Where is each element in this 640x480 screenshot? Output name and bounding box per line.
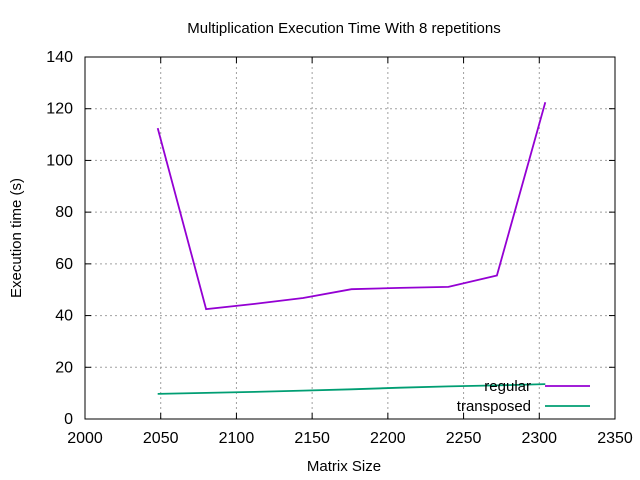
y-axis-label: Execution time (s) [8, 178, 25, 298]
x-tick-label: 2300 [521, 430, 557, 447]
x-tick-label: 2000 [67, 430, 103, 447]
y-tick-label: 60 [55, 256, 73, 273]
grid-lines [85, 57, 615, 419]
y-tick-label: 120 [46, 101, 73, 118]
x-tick-label: 2250 [446, 430, 482, 447]
y-tick-label: 40 [55, 308, 73, 325]
series-layer [156, 102, 547, 395]
y-tick-label: 100 [46, 152, 73, 169]
y-tick-label: 80 [55, 204, 73, 221]
x-axis-label: Matrix Size [307, 458, 381, 475]
chart-title: Multiplication Execution Time With 8 rep… [187, 20, 500, 37]
y-tick-label: 0 [64, 411, 73, 428]
axis-ticks: 2000 2050 2100 2150 2200 2250 2300 2350 0 20 40 60 8… [46, 49, 633, 447]
legend-label-regular: regular [484, 378, 531, 395]
series-line-transposed [157, 383, 546, 395]
legend-label-transposed: transposed [457, 398, 531, 415]
x-tick-label: 2150 [294, 430, 330, 447]
x-tick-label: 2050 [143, 430, 179, 447]
x-tick-label: 2100 [219, 430, 255, 447]
y-tick-label: 140 [46, 49, 73, 66]
series-line-regular [156, 102, 547, 311]
y-tick-label: 20 [55, 359, 73, 376]
plot-frame [84, 56, 616, 420]
legend: regular transposed [457, 378, 590, 415]
x-tick-label: 2350 [597, 430, 633, 447]
x-tick-label: 2200 [370, 430, 406, 447]
